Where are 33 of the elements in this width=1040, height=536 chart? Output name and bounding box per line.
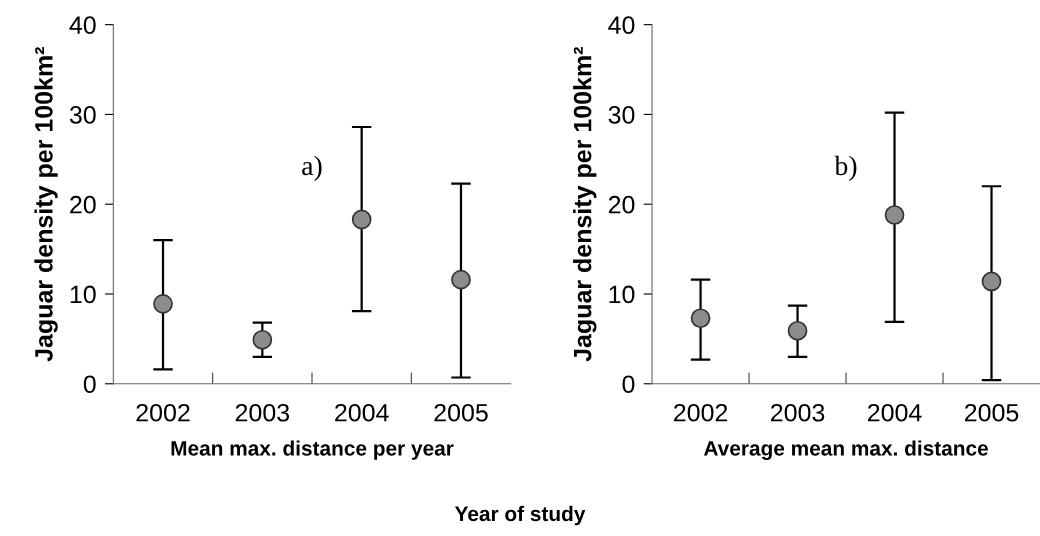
y-axis-title: Jaguar density per 100km² — [573, 47, 597, 362]
annotation: b) — [834, 155, 857, 181]
x-tick-label: 2004 — [335, 403, 389, 422]
point — [787, 320, 808, 341]
y-tick-label: 30 — [608, 106, 635, 124]
y-tick-label: 0 — [83, 375, 96, 394]
x-tick-label: 2002 — [674, 403, 728, 422]
x-tick-label: 2004 — [867, 403, 922, 422]
point — [451, 269, 471, 290]
point — [252, 329, 273, 350]
point — [153, 294, 173, 314]
x-axis-title: Average mean max. distance — [703, 440, 988, 460]
x-tick-label: 2005 — [964, 403, 1019, 422]
point — [351, 209, 372, 230]
y-tick-label: 10 — [609, 285, 635, 304]
text: Year of study — [454, 505, 586, 526]
y-axis-title: Jaguar density per 100km² — [34, 47, 58, 362]
y-tick-label: 20 — [608, 195, 635, 214]
point — [884, 205, 905, 225]
annotation: a) — [302, 155, 322, 181]
x-tick-label: 2003 — [235, 403, 290, 422]
x-tick-label: 2002 — [136, 403, 190, 422]
y-tick-label: 0 — [622, 375, 635, 394]
y-tick-label: 40 — [69, 16, 96, 34]
point — [981, 271, 1002, 292]
y-tick-label: 40 — [608, 16, 635, 34]
x-tick-label: 2005 — [434, 403, 488, 422]
x-axis-title: Mean max. distance per year — [171, 440, 454, 460]
y-tick-label: 10 — [70, 285, 96, 304]
y-tick-label: 30 — [69, 106, 96, 124]
y-tick-label: 20 — [70, 195, 96, 214]
point — [690, 308, 711, 329]
x-tick-label: 2003 — [771, 403, 825, 422]
